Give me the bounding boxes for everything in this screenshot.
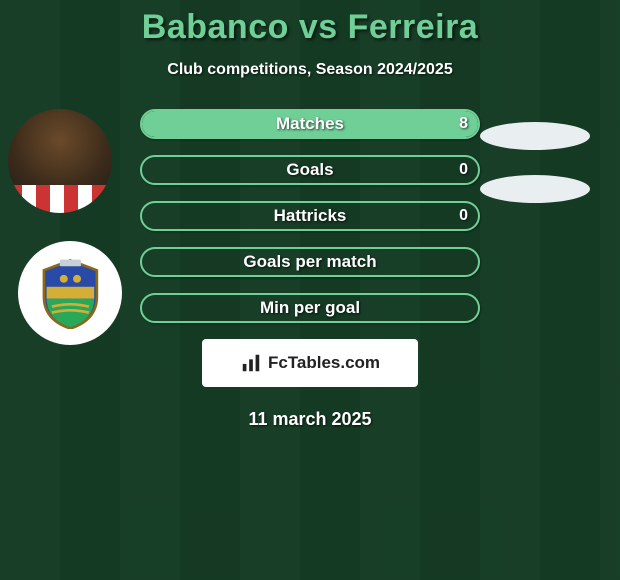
ellipse-marker [480, 122, 590, 150]
bar-chart-icon [240, 352, 262, 374]
bar-value: 8 [459, 115, 468, 133]
bar-label: Hattricks [274, 206, 347, 226]
stat-bar-goals-per-match: Goals per match [140, 247, 480, 277]
club-badge [18, 241, 122, 345]
right-ellipses [480, 109, 600, 203]
ellipse-marker [480, 175, 590, 203]
bar-value: 0 [459, 161, 468, 179]
page-title: Babanco vs Ferreira [0, 0, 620, 47]
source-label: FcTables.com [268, 353, 380, 373]
bar-label: Goals [286, 160, 333, 180]
left-avatars [8, 109, 128, 373]
season-subtitle: Club competitions, Season 2024/2025 [0, 61, 620, 79]
bar-label: Goals per match [243, 252, 376, 272]
bar-value: 0 [459, 207, 468, 225]
stats-section: Matches 8 Goals 0 Hattricks 0 Goals per … [0, 109, 620, 323]
stat-bar-hattricks: Hattricks 0 [140, 201, 480, 231]
player-avatar [8, 109, 112, 213]
stat-bar-matches: Matches 8 [140, 109, 480, 139]
stat-bar-min-per-goal: Min per goal [140, 293, 480, 323]
stat-bar-goals: Goals 0 [140, 155, 480, 185]
shield-icon [34, 257, 107, 330]
source-badge: FcTables.com [202, 339, 418, 387]
bar-label: Matches [276, 114, 344, 134]
bar-label: Min per goal [260, 298, 360, 318]
stat-bars: Matches 8 Goals 0 Hattricks 0 Goals per … [140, 109, 480, 323]
date-label: 11 march 2025 [0, 409, 620, 430]
